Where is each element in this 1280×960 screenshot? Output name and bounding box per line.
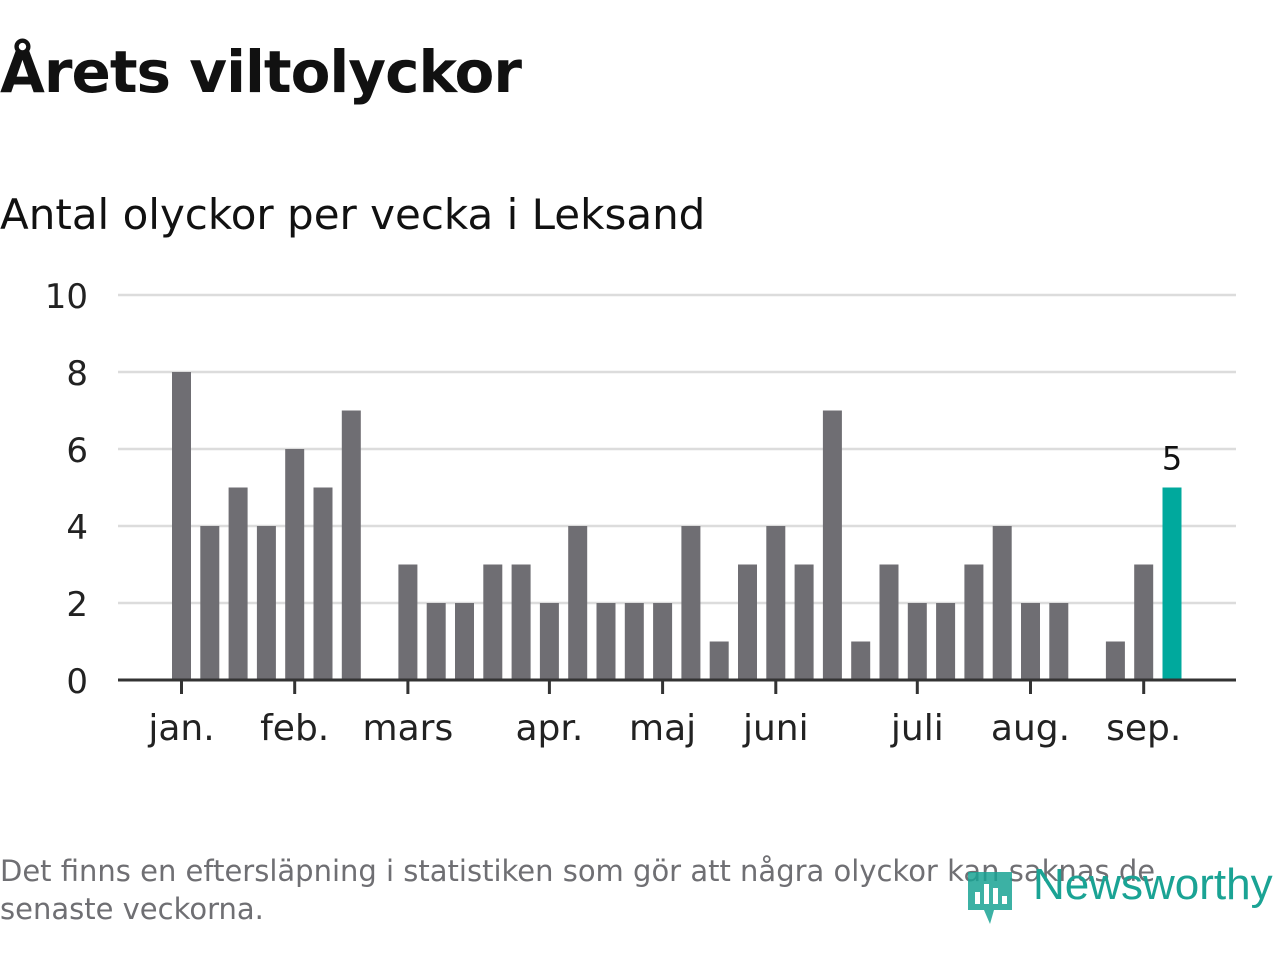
x-tick-label: jan. bbox=[147, 708, 214, 749]
bar bbox=[936, 603, 956, 680]
y-tick-label: 2 bbox=[66, 585, 88, 625]
bar bbox=[539, 603, 559, 680]
x-tick-label: mars bbox=[363, 708, 454, 749]
bar bbox=[313, 487, 333, 680]
bar bbox=[624, 603, 644, 680]
bar bbox=[228, 487, 248, 680]
bar bbox=[398, 564, 418, 680]
bar bbox=[172, 372, 191, 680]
bar bbox=[851, 641, 871, 680]
bar bbox=[200, 526, 220, 680]
newsworthy-logo-icon bbox=[968, 872, 1012, 924]
bar bbox=[426, 603, 446, 680]
y-tick-label: 6 bbox=[66, 431, 88, 471]
bar bbox=[794, 564, 814, 680]
bar bbox=[709, 641, 729, 680]
bar bbox=[511, 564, 531, 680]
chart-title: Årets viltolyckor bbox=[0, 38, 522, 106]
bar bbox=[483, 564, 503, 680]
x-tick-label: juli bbox=[890, 708, 944, 749]
bars bbox=[172, 372, 1182, 680]
bar bbox=[256, 526, 276, 680]
y-tick-label: 8 bbox=[66, 354, 88, 394]
bar bbox=[738, 564, 757, 680]
bar bbox=[285, 449, 305, 680]
bar bbox=[653, 603, 673, 680]
x-tick-labels: jan. feb. mars apr. maj juni juli aug. sep. bbox=[147, 708, 1181, 749]
bar bbox=[681, 526, 701, 680]
bar bbox=[455, 603, 474, 680]
bar bbox=[964, 564, 984, 680]
bar bbox=[766, 526, 786, 680]
bar bbox=[341, 410, 361, 680]
bar bbox=[1105, 641, 1125, 680]
bar-chart: 0 2 4 6 8 10 jan. feb. mars apr. maj juni juli aug. s… bbox=[45, 277, 1236, 749]
y-tick-label: 4 bbox=[66, 508, 88, 548]
x-tick-label: juni bbox=[742, 708, 809, 749]
x-tick-label: sep. bbox=[1106, 708, 1181, 749]
chart-subtitle: Antal olyckor per vecka i Leksand bbox=[0, 190, 706, 239]
x-tick-label: aug. bbox=[991, 708, 1070, 749]
annotations: 5 bbox=[1162, 440, 1182, 478]
bar bbox=[992, 526, 1012, 680]
x-tick-label: feb. bbox=[260, 708, 329, 749]
newsworthy-logo-text: Newsworthy bbox=[1033, 860, 1273, 909]
highlight-value-label: 5 bbox=[1162, 440, 1182, 478]
bar bbox=[568, 526, 588, 680]
bar bbox=[907, 603, 927, 680]
footnote: Det finns en eftersläpning i statistiken… bbox=[0, 854, 1156, 926]
bar bbox=[822, 410, 842, 680]
bar-highlight bbox=[1162, 487, 1182, 680]
y-tick-labels: 0 2 4 6 8 10 bbox=[45, 277, 88, 702]
y-tick-label: 0 bbox=[66, 662, 88, 702]
bar bbox=[1134, 564, 1154, 680]
x-tick-marks bbox=[180, 680, 1146, 694]
bar bbox=[1021, 603, 1040, 680]
bar bbox=[596, 603, 616, 680]
x-tick-label: apr. bbox=[515, 708, 583, 749]
bar bbox=[879, 564, 899, 680]
bar bbox=[1049, 603, 1069, 680]
y-tick-label: 10 bbox=[45, 277, 88, 317]
x-tick-label: maj bbox=[629, 708, 696, 749]
